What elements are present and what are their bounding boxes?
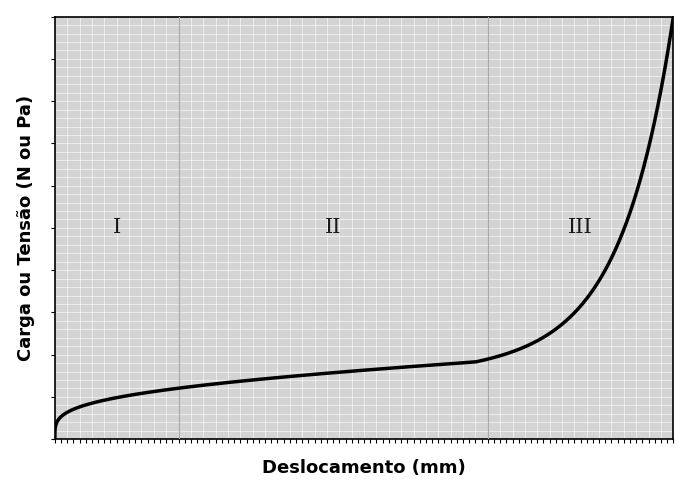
Text: II: II: [325, 218, 342, 238]
Y-axis label: Carga ou Tensão (N ou Pa): Carga ou Tensão (N ou Pa): [17, 95, 34, 361]
X-axis label: Deslocamento (mm): Deslocamento (mm): [262, 459, 466, 477]
Text: I: I: [112, 218, 121, 238]
Text: III: III: [568, 218, 593, 238]
